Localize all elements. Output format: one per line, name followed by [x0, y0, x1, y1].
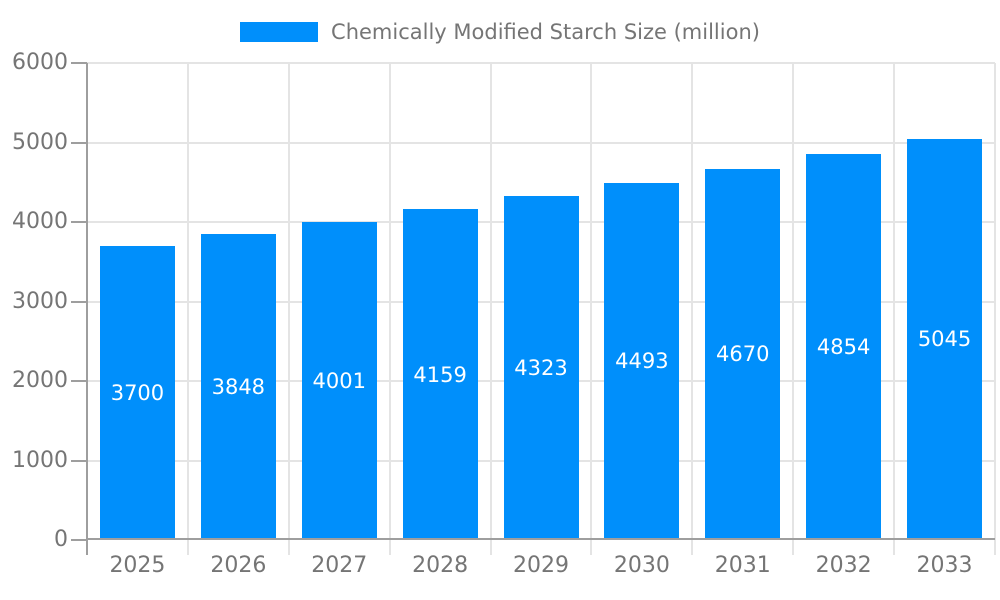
gridline-vertical [994, 63, 996, 555]
gridline-vertical [186, 63, 189, 555]
gridline-vertical [590, 63, 593, 555]
x-axis-tick-label: 2029 [513, 553, 569, 578]
bar-value-label: 4493 [615, 349, 669, 374]
legend-label: Chemically Modified Starch Size (million… [331, 20, 760, 44]
x-axis-tick-label: 2032 [815, 553, 872, 578]
x-axis-tick-label: 2033 [916, 553, 973, 578]
gridline-vertical [691, 63, 694, 555]
gridline-vertical [489, 63, 492, 555]
bar-2025[interactable] [99, 245, 175, 540]
bar-value-label: 4854 [816, 335, 871, 360]
gridline-vertical [287, 63, 290, 555]
bar-2031[interactable] [705, 168, 781, 540]
y-axis-line [86, 63, 88, 555]
plot-area: 3700 3848 4001 4159 4323 4493 4670 4854 5045 [86, 62, 996, 555]
bar-2029[interactable] [503, 196, 579, 540]
y-axis-tick [71, 539, 87, 541]
y-axis-tick-label: 1000 [12, 447, 68, 473]
gridline-vertical [893, 63, 896, 555]
x-axis-tick-label: 2025 [109, 553, 166, 578]
bar-2027[interactable] [301, 221, 377, 540]
chart-legend: Chemically Modified Starch Size (million… [0, 20, 1000, 44]
bar-value-label: 4323 [514, 356, 568, 381]
y-axis-tick [71, 459, 87, 462]
gridline-vertical [388, 63, 391, 555]
gridline-horizontal [87, 62, 995, 64]
y-axis-tick-label: 2000 [12, 368, 68, 393]
y-axis-tick-label: 5000 [12, 129, 68, 155]
y-axis-tick [71, 141, 87, 144]
bar-2028[interactable] [402, 209, 478, 540]
bar-value-label: 3848 [211, 375, 266, 400]
bar-value-label: 4670 [716, 342, 770, 367]
y-axis-tick [71, 62, 87, 64]
bar-2032[interactable] [806, 154, 882, 540]
legend-swatch [240, 22, 319, 42]
x-axis-tick-label: 2030 [613, 553, 670, 578]
y-axis-tick [71, 380, 87, 382]
bar-2026[interactable] [200, 234, 276, 540]
bar-value-label: 4001 [312, 368, 366, 393]
y-axis-tick [71, 221, 87, 223]
bar-2033[interactable] [907, 138, 983, 540]
x-axis-tick-label: 2031 [714, 553, 771, 578]
x-axis-tick-label: 2027 [311, 553, 368, 578]
bar-value-label: 5045 [917, 327, 972, 352]
y-axis-tick [71, 300, 87, 303]
y-axis-tick-label: 0 [54, 527, 68, 552]
bar-value-label: 4159 [413, 362, 467, 387]
x-axis-tick-label: 2026 [210, 553, 267, 578]
y-axis-tick-label: 3000 [12, 288, 68, 314]
bar-value-label: 3700 [110, 380, 165, 405]
gridline-vertical [792, 63, 795, 555]
bar-2030[interactable] [604, 182, 680, 540]
y-axis-tick-label: 6000 [12, 50, 68, 75]
x-axis-baseline [87, 538, 995, 540]
gridline-horizontal [87, 141, 995, 144]
x-axis-tick-label: 2028 [412, 553, 469, 578]
y-axis-tick-label: 4000 [12, 209, 68, 234]
